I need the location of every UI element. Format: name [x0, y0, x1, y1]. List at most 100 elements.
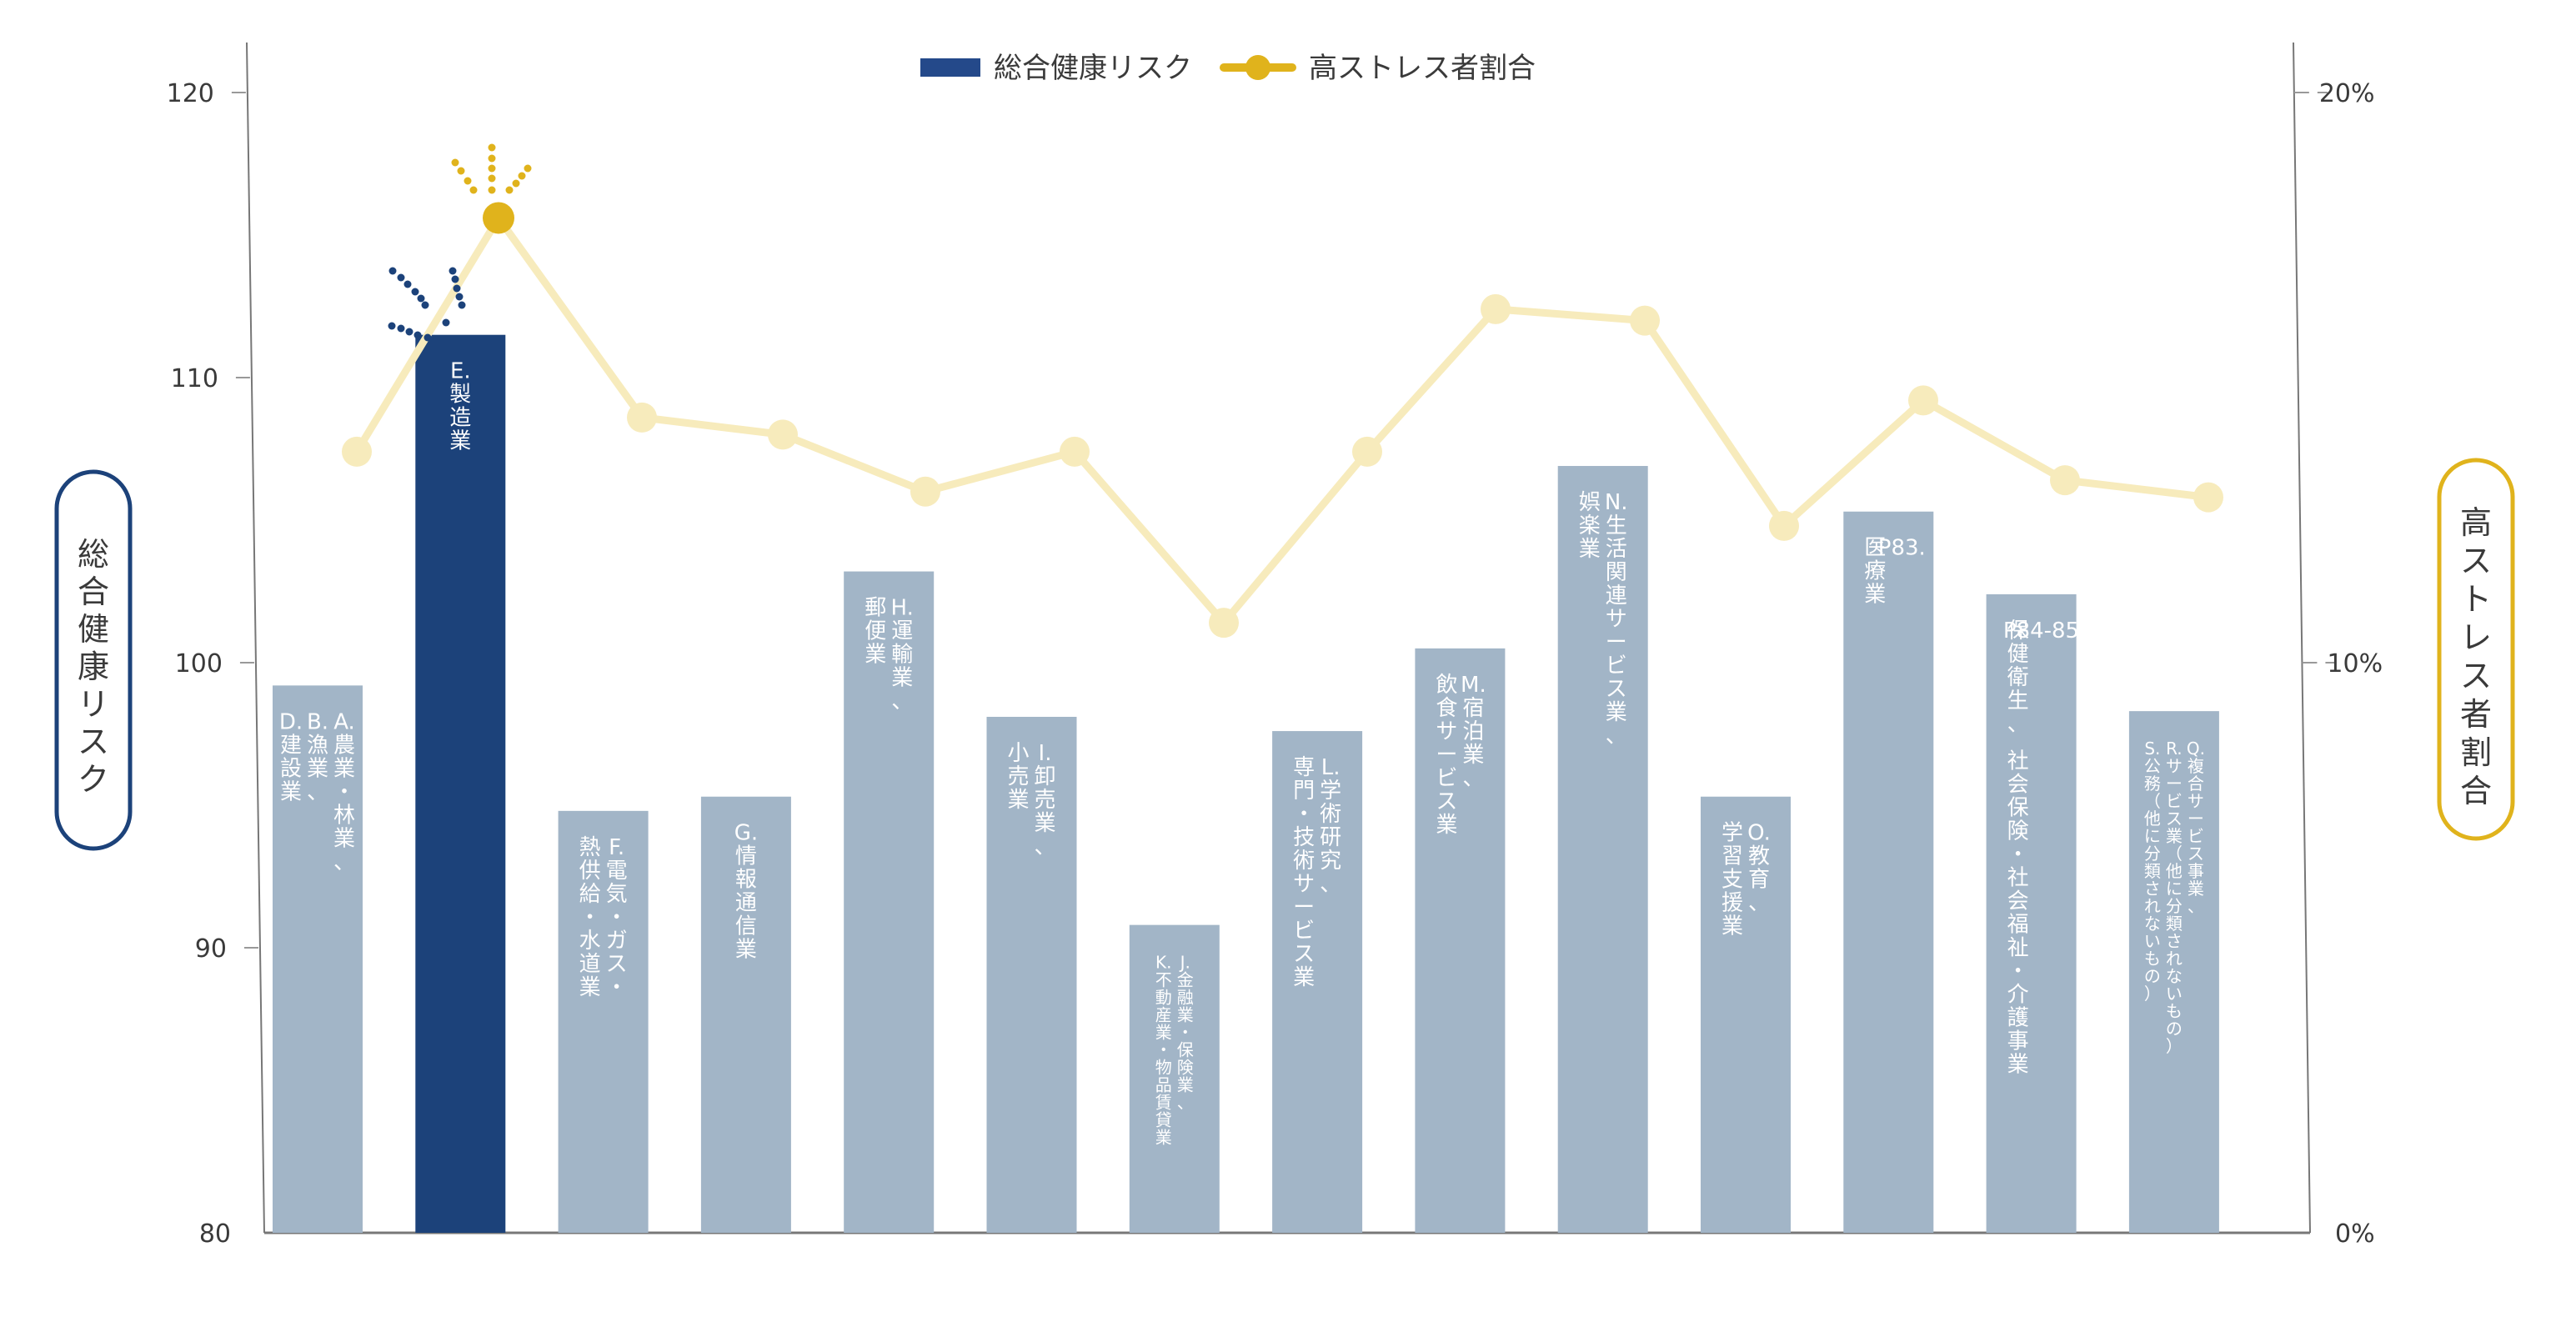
bar-label-char: 支 — [1722, 868, 1743, 893]
bar: P83.医療業 — [1843, 511, 1934, 1233]
line-marker — [1352, 436, 1382, 467]
line-marker — [1060, 436, 1090, 467]
bar-label-char: 業 — [280, 779, 302, 804]
legend-line-label: 高ストレス者割合 — [1309, 52, 1536, 85]
bar-label-char: 業 — [1579, 537, 1601, 562]
bar-label-char: 泊 — [1462, 719, 1484, 744]
sparkle-dot — [488, 143, 496, 152]
bar-label-char: 福 — [2007, 913, 2029, 938]
bar-label-char: 他 — [2144, 809, 2161, 829]
legend-bar-swatch — [920, 58, 980, 77]
bar-label-char: 祉 — [2007, 936, 2029, 961]
bar-label-char: 連 — [1606, 583, 1627, 608]
bar-label-char: ビ — [1606, 653, 1627, 679]
bar-label-char: い — [2166, 984, 2183, 1004]
bar-label-char: ビ — [2188, 826, 2204, 846]
bar-label-char: 産 — [1155, 1005, 1172, 1025]
bar-label-char: O. — [1747, 821, 1771, 846]
right-axis-title-text: 高ストレス者割合 — [2460, 504, 2492, 809]
bar-label-char: 業 — [307, 756, 328, 781]
bar-label-char: 業 — [1462, 743, 1484, 768]
bar-label-char: の — [2166, 1019, 2183, 1039]
bar-label-char: 会 — [2007, 773, 2029, 798]
right-tick-label: 0% — [2335, 1219, 2375, 1249]
bar-label-char: ー — [1436, 743, 1457, 768]
bar-label-char: 不 — [1155, 970, 1172, 990]
bar-label-char: 便 — [865, 619, 886, 644]
bar-label-char: 教 — [1748, 844, 1770, 869]
bar-label-char: 卸 — [1034, 764, 1055, 789]
bar-highlight — [415, 334, 506, 1234]
bar-label-char: 業 — [1177, 1005, 1194, 1025]
bar-label-char: Q. — [2187, 739, 2205, 759]
bar-label-char: 究 — [1320, 849, 1341, 874]
bar-label-char: 農 — [333, 733, 355, 758]
bar-label-char: 業 — [1177, 1075, 1194, 1095]
bar-label-char: 業 — [1436, 813, 1457, 838]
bar-label-char: 業 — [1034, 811, 1055, 836]
bar-label-char: 気 — [606, 882, 628, 907]
bar-label-char: 飲 — [1436, 673, 1457, 698]
bar-label-char: P84-85. — [2003, 618, 2087, 643]
bar-label-char: 護 — [2007, 1006, 2029, 1031]
right-axis-title: 高ストレス者割合 — [2437, 458, 2515, 841]
bar-label-char: ー — [2188, 809, 2204, 829]
sparkle-dot — [451, 158, 459, 167]
bar-label-char: 育 — [1748, 868, 1770, 893]
bar-label-char: 業 — [449, 429, 471, 454]
bar-label-char: 合 — [2188, 774, 2204, 794]
bar-label-char: 術 — [1293, 849, 1315, 874]
bar-rect — [1129, 924, 1220, 1233]
bar-label-char: 門 — [1293, 779, 1315, 804]
bar-label-char: 事 — [2007, 1029, 2029, 1054]
bar-label-char: 業 — [2188, 879, 2204, 899]
bar-label-char: ・ — [1177, 1023, 1194, 1043]
bar-label-char: 物 — [1155, 1058, 1172, 1078]
left-axis-ticks: 120 110 100 90 80 — [167, 79, 258, 1249]
bar-label-char: 動 — [1155, 988, 1172, 1008]
bar-label-char: 会 — [2007, 889, 2029, 914]
bar-label-char: M. — [1461, 673, 1486, 698]
sparkle-dot — [488, 186, 496, 194]
bar-label-char: （ — [2144, 791, 2161, 811]
bar-label-char: ー — [1293, 895, 1315, 920]
line-marker — [1481, 293, 1511, 324]
bar-label-char: な — [2166, 966, 2183, 986]
highlight-sparkles — [388, 143, 532, 342]
bar-label-char: ス — [2166, 809, 2183, 829]
bar-label-char: 険 — [2007, 819, 2029, 844]
bar-label-char: ス — [606, 952, 628, 977]
bar-label-char: 熱 — [579, 835, 601, 860]
left-tick-label: 100 — [175, 649, 223, 679]
bar-label-char: 衛 — [2007, 665, 2029, 690]
bar-rect — [1557, 466, 1648, 1233]
bar-label-char: 生 — [2007, 689, 2029, 714]
bar-label-char: 社 — [2007, 749, 2029, 774]
sparkle-dot — [469, 186, 478, 194]
bar-label-char: ・ — [333, 779, 355, 804]
bar-label-char: な — [2144, 914, 2161, 934]
sparkle-dot — [423, 333, 432, 342]
bar-label-char: 貸 — [1155, 1110, 1172, 1130]
bar-label-char: ・ — [1293, 802, 1315, 827]
bar-rect — [1701, 796, 1791, 1233]
bar-label-char: 業 — [865, 643, 886, 668]
sparkle-dot — [455, 293, 464, 301]
bar-label-char: さ — [2166, 931, 2183, 951]
bar-label-char: 、 — [333, 849, 355, 874]
bar-label-char: 保 — [2007, 796, 2029, 821]
bar-label-char: 運 — [891, 619, 913, 644]
bar-label-char: 健 — [2007, 642, 2029, 667]
bar: F.電気・ガス・熱供給・水道業 — [558, 810, 649, 1233]
bar-label-char: 援 — [1722, 891, 1743, 916]
left-tick-label: 120 — [167, 79, 214, 108]
bar-rect — [986, 716, 1077, 1233]
bar-label-char: 専 — [1293, 755, 1315, 780]
line-marker — [1209, 608, 1239, 638]
bar-rect — [558, 810, 649, 1233]
left-axis-line — [246, 42, 265, 1234]
